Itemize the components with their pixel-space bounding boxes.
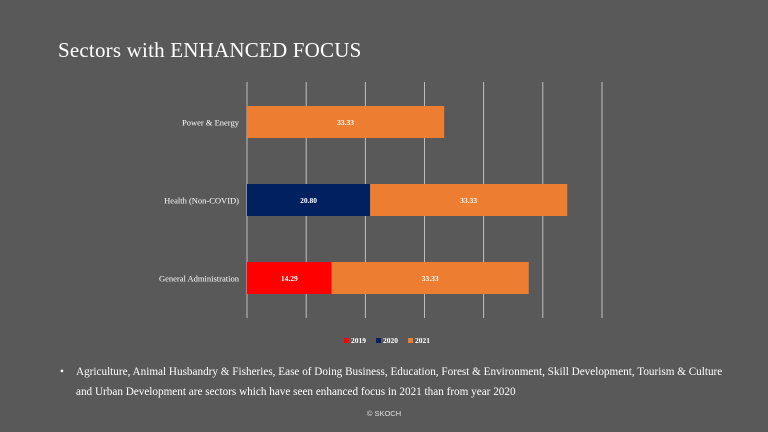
- bar-segment: [247, 184, 371, 216]
- legend-swatch: [344, 338, 349, 343]
- legend-label: 2021: [415, 336, 430, 345]
- legend-swatch: [408, 338, 413, 343]
- data-label: 33.33: [337, 118, 354, 127]
- bar-segment: [247, 262, 332, 294]
- legend-label: 2019: [351, 336, 366, 345]
- legend-label: 2020: [383, 336, 398, 345]
- bar-segment: [370, 184, 568, 216]
- slide-title: Sectors with ENHANCED FOCUS: [58, 38, 362, 62]
- summary-bullet: • Agriculture, Animal Husbandry & Fisher…: [60, 362, 740, 402]
- bar-segment: [247, 106, 445, 138]
- category-label: General Administration: [159, 274, 240, 284]
- legend-swatch: [376, 338, 381, 343]
- category-label: Power & Energy: [182, 118, 240, 128]
- data-label: 33.33: [422, 274, 439, 283]
- data-label: 20.80: [300, 196, 317, 205]
- data-label: 33.33: [460, 196, 477, 205]
- data-label: 14.29: [281, 274, 298, 283]
- bar-segment: [331, 262, 529, 294]
- category-label: Health (Non-COVID): [164, 196, 239, 206]
- bullet-marker: •: [60, 366, 64, 378]
- bullet-text: Agriculture, Animal Husbandry & Fisherie…: [76, 366, 723, 398]
- copyright-footer: © SKOCH: [366, 409, 402, 418]
